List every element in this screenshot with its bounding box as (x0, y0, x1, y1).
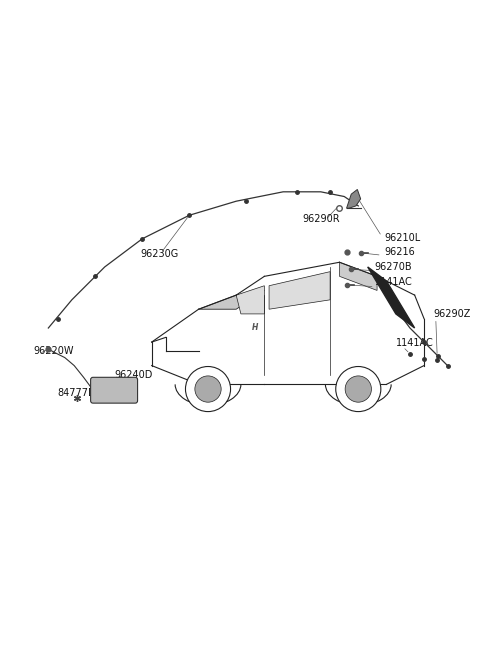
Text: 96220W: 96220W (33, 346, 74, 356)
Polygon shape (199, 291, 264, 309)
Text: 96216: 96216 (384, 247, 415, 257)
Polygon shape (368, 267, 415, 328)
Polygon shape (269, 272, 330, 309)
Polygon shape (347, 190, 360, 208)
Text: 96270B: 96270B (375, 262, 412, 272)
Circle shape (336, 367, 381, 411)
Circle shape (185, 367, 230, 411)
Polygon shape (236, 286, 264, 314)
Text: 96210L: 96210L (384, 233, 420, 243)
Circle shape (195, 376, 221, 402)
FancyBboxPatch shape (91, 377, 138, 403)
Text: H: H (252, 323, 258, 333)
Text: 96290Z: 96290Z (433, 309, 471, 319)
Circle shape (345, 376, 372, 402)
Polygon shape (339, 262, 377, 291)
Text: 96290R: 96290R (302, 214, 339, 224)
Text: 96240D: 96240D (114, 370, 153, 380)
Text: 84777D: 84777D (58, 388, 96, 398)
Text: 1141AC: 1141AC (396, 338, 433, 348)
Text: 96230G: 96230G (140, 249, 178, 259)
Text: 1141AC: 1141AC (375, 277, 412, 287)
